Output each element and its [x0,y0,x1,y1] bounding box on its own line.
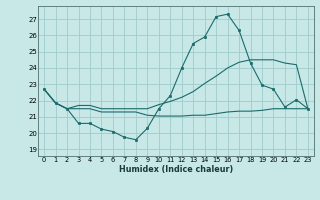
X-axis label: Humidex (Indice chaleur): Humidex (Indice chaleur) [119,165,233,174]
